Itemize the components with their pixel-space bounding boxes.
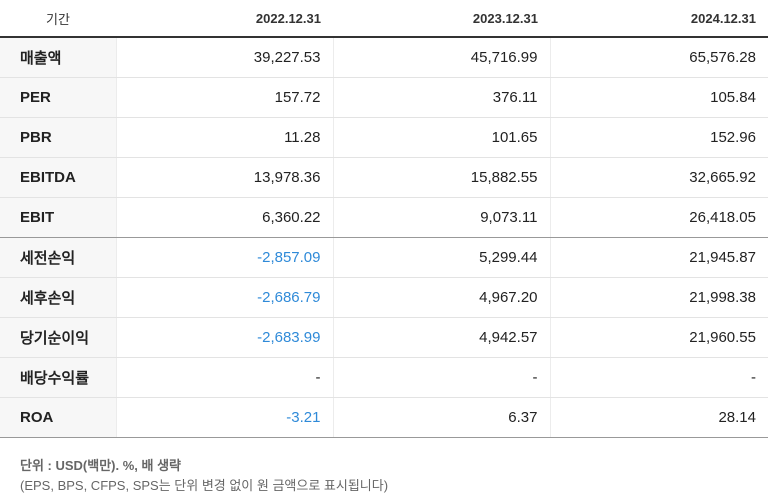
table-header: 기간 2022.12.31 2023.12.31 2024.12.31 [0, 0, 768, 38]
row-label: ROA [0, 397, 116, 438]
cell-value: 13,978.36 [115, 157, 333, 198]
header-row: 기간 2022.12.31 2023.12.31 2024.12.31 [0, 0, 768, 38]
amount-note: (EPS, BPS, CFPS, SPS는 단위 변경 없이 원 금액으로 표시… [20, 478, 389, 493]
period-label: 기간 [0, 0, 116, 38]
table-row: 배당수익률 - - - [0, 357, 768, 398]
cell-value: 9,073.11 [332, 197, 550, 238]
cell-value: 21,945.87 [549, 237, 768, 278]
cell-value: 21,998.38 [549, 277, 768, 318]
cell-value: 11.28 [115, 117, 333, 158]
cell-value: 4,942.57 [332, 317, 550, 358]
cell-value: - [115, 357, 333, 398]
cell-value: 6.37 [332, 397, 550, 438]
cell-value: 157.72 [115, 77, 333, 118]
row-label: EBIT [0, 197, 116, 238]
table-row: EBITDA 13,978.36 15,882.55 32,665.92 [0, 157, 768, 198]
cell-value: 21,960.55 [549, 317, 768, 358]
table-row: PBR 11.28 101.65 152.96 [0, 117, 768, 158]
cell-value: 28.14 [549, 397, 768, 438]
row-label: 세후손익 [0, 277, 116, 318]
cell-value: 6,360.22 [115, 197, 333, 238]
period-2024: 2024.12.31 [550, 0, 768, 38]
cell-value: 376.11 [332, 77, 550, 118]
table-row: 세후손익 -2,686.79 4,967.20 21,998.38 [0, 277, 768, 318]
period-2023: 2023.12.31 [333, 0, 550, 38]
row-label: EBITDA [0, 157, 116, 198]
unit-note: 단위 : USD(백만). %, 배 생략 [20, 458, 181, 473]
row-label: 배당수익률 [0, 357, 116, 398]
cell-value: 152.96 [549, 117, 768, 158]
cell-value-negative: -2,857.09 [115, 237, 333, 278]
cell-value: - [332, 357, 550, 398]
cell-value-negative: -3.21 [115, 397, 333, 438]
row-label: PBR [0, 117, 116, 158]
table-row: 세전손익 -2,857.09 5,299.44 21,945.87 [0, 237, 768, 278]
cell-value: 45,716.99 [332, 37, 550, 78]
cell-value: 15,882.55 [332, 157, 550, 198]
cell-value-negative: -2,686.79 [115, 277, 333, 318]
cell-value: 32,665.92 [549, 157, 768, 198]
row-label: 세전손익 [0, 237, 116, 278]
table-row: 매출액 39,227.53 45,716.99 65,576.28 [0, 37, 768, 78]
table-body: 매출액 39,227.53 45,716.99 65,576.28 PER 15… [0, 37, 768, 438]
period-2022: 2022.12.31 [116, 0, 333, 38]
cell-value: 105.84 [549, 77, 768, 118]
table-row: PER 157.72 376.11 105.84 [0, 77, 768, 118]
cell-value: 39,227.53 [115, 37, 333, 78]
cell-value: 5,299.44 [332, 237, 550, 278]
row-label: 당기순이익 [0, 317, 116, 358]
row-label: PER [0, 77, 116, 118]
cell-value-negative: -2,683.99 [115, 317, 333, 358]
cell-value: 26,418.05 [549, 197, 768, 238]
table-row: EBIT 6,360.22 9,073.11 26,418.05 [0, 197, 768, 238]
financial-table: 기간 2022.12.31 2023.12.31 2024.12.31 매출액 … [0, 0, 768, 438]
cell-value: 65,576.28 [549, 37, 768, 78]
table-row: 당기순이익 -2,683.99 4,942.57 21,960.55 [0, 317, 768, 358]
cell-value: 101.65 [332, 117, 550, 158]
table-row: ROA -3.21 6.37 28.14 [0, 397, 768, 438]
cell-value: - [549, 357, 768, 398]
cell-value: 4,967.20 [332, 277, 550, 318]
table-footnote: 단위 : USD(백만). %, 배 생략 (EPS, BPS, CFPS, S… [20, 456, 388, 496]
row-label: 매출액 [0, 37, 116, 78]
